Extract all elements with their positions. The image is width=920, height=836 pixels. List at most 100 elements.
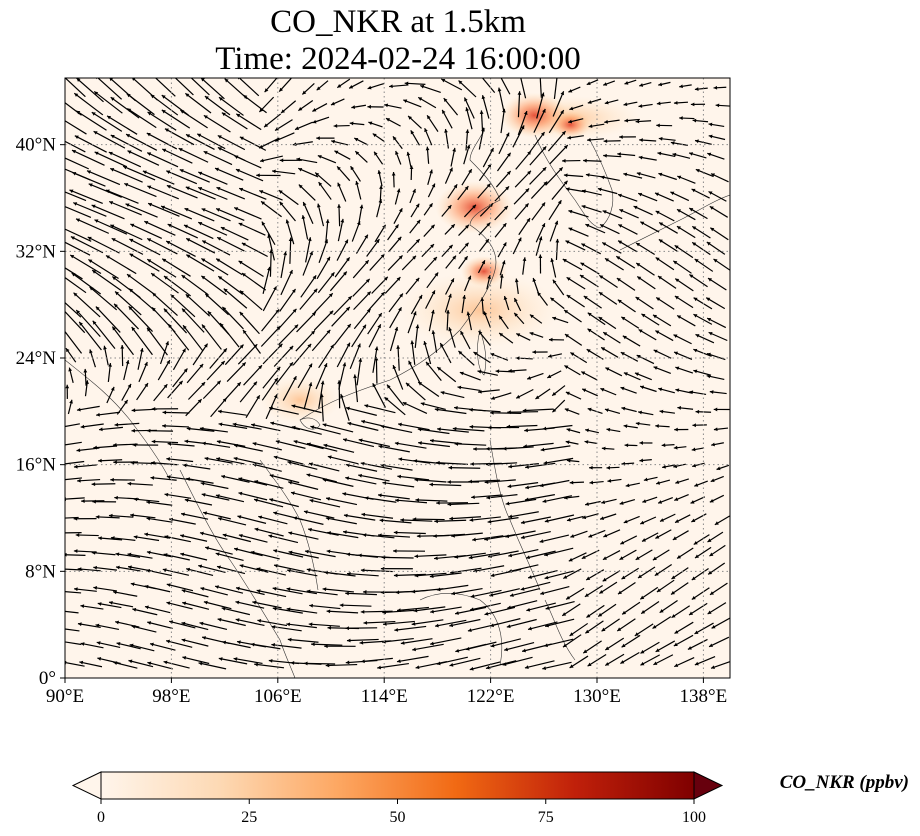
wind-arrow — [138, 361, 148, 383]
wind-arrow — [217, 617, 246, 627]
wind-arrow — [368, 121, 383, 128]
wind-arrow — [563, 568, 582, 580]
wind-arrow — [113, 661, 138, 669]
wind-arrow — [325, 516, 357, 525]
wind-arrow — [569, 622, 589, 637]
wind-arrow — [95, 306, 121, 333]
wind-arrow — [200, 481, 229, 490]
wind-arrow — [711, 617, 730, 629]
wind-arrow — [547, 130, 567, 152]
wind-arrow — [409, 165, 414, 181]
wind-arrow — [490, 352, 509, 361]
wind-arrow — [694, 87, 708, 91]
wind-arrow — [93, 565, 117, 571]
wind-arrow — [67, 399, 73, 415]
wind-arrow — [430, 606, 462, 614]
wind-arrow — [581, 205, 602, 213]
wind-arrow — [129, 253, 160, 272]
wind-arrow — [566, 294, 585, 308]
wind-arrow — [406, 238, 421, 253]
gridlines — [65, 78, 730, 678]
wind-arrow — [713, 85, 727, 90]
wind-arrow — [65, 228, 92, 242]
wind-arrow — [182, 656, 210, 665]
wind-arrow — [414, 572, 447, 578]
wind-arrow — [673, 100, 689, 105]
wind-arrow — [400, 638, 433, 645]
wind-arrow — [124, 182, 157, 198]
wind-arrow — [241, 242, 268, 258]
wind-arrow — [238, 491, 268, 501]
wind-arrow — [529, 331, 544, 338]
wind-arrow — [393, 530, 426, 535]
x-tick-label: 106°E — [254, 686, 302, 707]
wind-arrow — [77, 478, 101, 483]
wind-arrow — [568, 118, 584, 124]
wind-arrow — [635, 421, 651, 426]
wind-arrow — [311, 329, 331, 352]
wind-arrow — [291, 425, 322, 435]
wind-arrow — [129, 643, 155, 652]
wind-arrow — [585, 620, 604, 634]
wind-arrow — [429, 637, 462, 646]
wind-arrow — [566, 458, 580, 463]
wind-arrow — [388, 293, 404, 313]
wind-arrow — [673, 634, 694, 647]
wind-arrow — [655, 256, 675, 271]
wind-arrow — [553, 78, 558, 100]
wind-arrow — [343, 513, 376, 521]
wind-arrow — [349, 343, 361, 370]
wind-arrow — [639, 82, 652, 87]
wind-arrow — [637, 566, 656, 579]
wind-arrow — [221, 306, 244, 330]
wind-arrow — [91, 204, 125, 220]
wind-arrow — [520, 516, 551, 525]
wind-arrow — [624, 79, 637, 85]
wind-arrow — [563, 309, 582, 323]
wind-arrow — [617, 299, 636, 313]
wind-arrow — [503, 295, 510, 311]
wind-arrow — [218, 657, 248, 665]
wind-arrow — [606, 427, 621, 433]
wind-arrow — [597, 187, 618, 195]
wind-arrow — [125, 203, 158, 218]
wind-arrow — [600, 346, 619, 358]
wind-arrow — [65, 591, 82, 594]
wind-arrow — [330, 98, 345, 106]
wind-arrow — [75, 533, 99, 537]
wind-arrow — [674, 657, 695, 668]
wind-arrow — [694, 480, 708, 487]
wind-arrow — [326, 609, 359, 614]
wind-arrow — [127, 150, 160, 166]
wind-arrow — [105, 254, 137, 275]
wind-arrow — [536, 92, 545, 119]
wind-arrow — [363, 620, 396, 625]
wind-arrow — [512, 125, 525, 148]
wind-arrow — [269, 474, 300, 484]
wind-arrow — [167, 223, 199, 239]
wind-arrow — [368, 324, 382, 348]
wind-arrow — [150, 272, 179, 294]
wind-arrow — [674, 621, 694, 635]
wind-arrow — [542, 661, 572, 670]
wind-arrow — [204, 293, 229, 316]
wind-arrow — [260, 325, 281, 347]
wind-arrow — [239, 381, 258, 403]
wind-arrow — [95, 515, 120, 519]
wind-arrow — [65, 628, 80, 632]
wind-arrow — [201, 275, 228, 296]
wind-arrow — [635, 549, 653, 561]
wind-arrow — [251, 423, 281, 432]
wind-arrow — [334, 256, 351, 278]
wind-arrow — [561, 603, 581, 617]
wind-arrow — [444, 167, 453, 184]
wind-arrow — [396, 655, 429, 663]
wind-arrow — [472, 535, 504, 542]
wind-arrow — [65, 140, 86, 153]
wind-arrow — [522, 257, 527, 275]
wind-arrow — [159, 341, 169, 365]
wind-arrow — [708, 122, 725, 128]
wind-arrow — [293, 516, 324, 525]
y-tick-label: 16°N — [16, 455, 57, 476]
wind-arrow — [393, 207, 403, 224]
